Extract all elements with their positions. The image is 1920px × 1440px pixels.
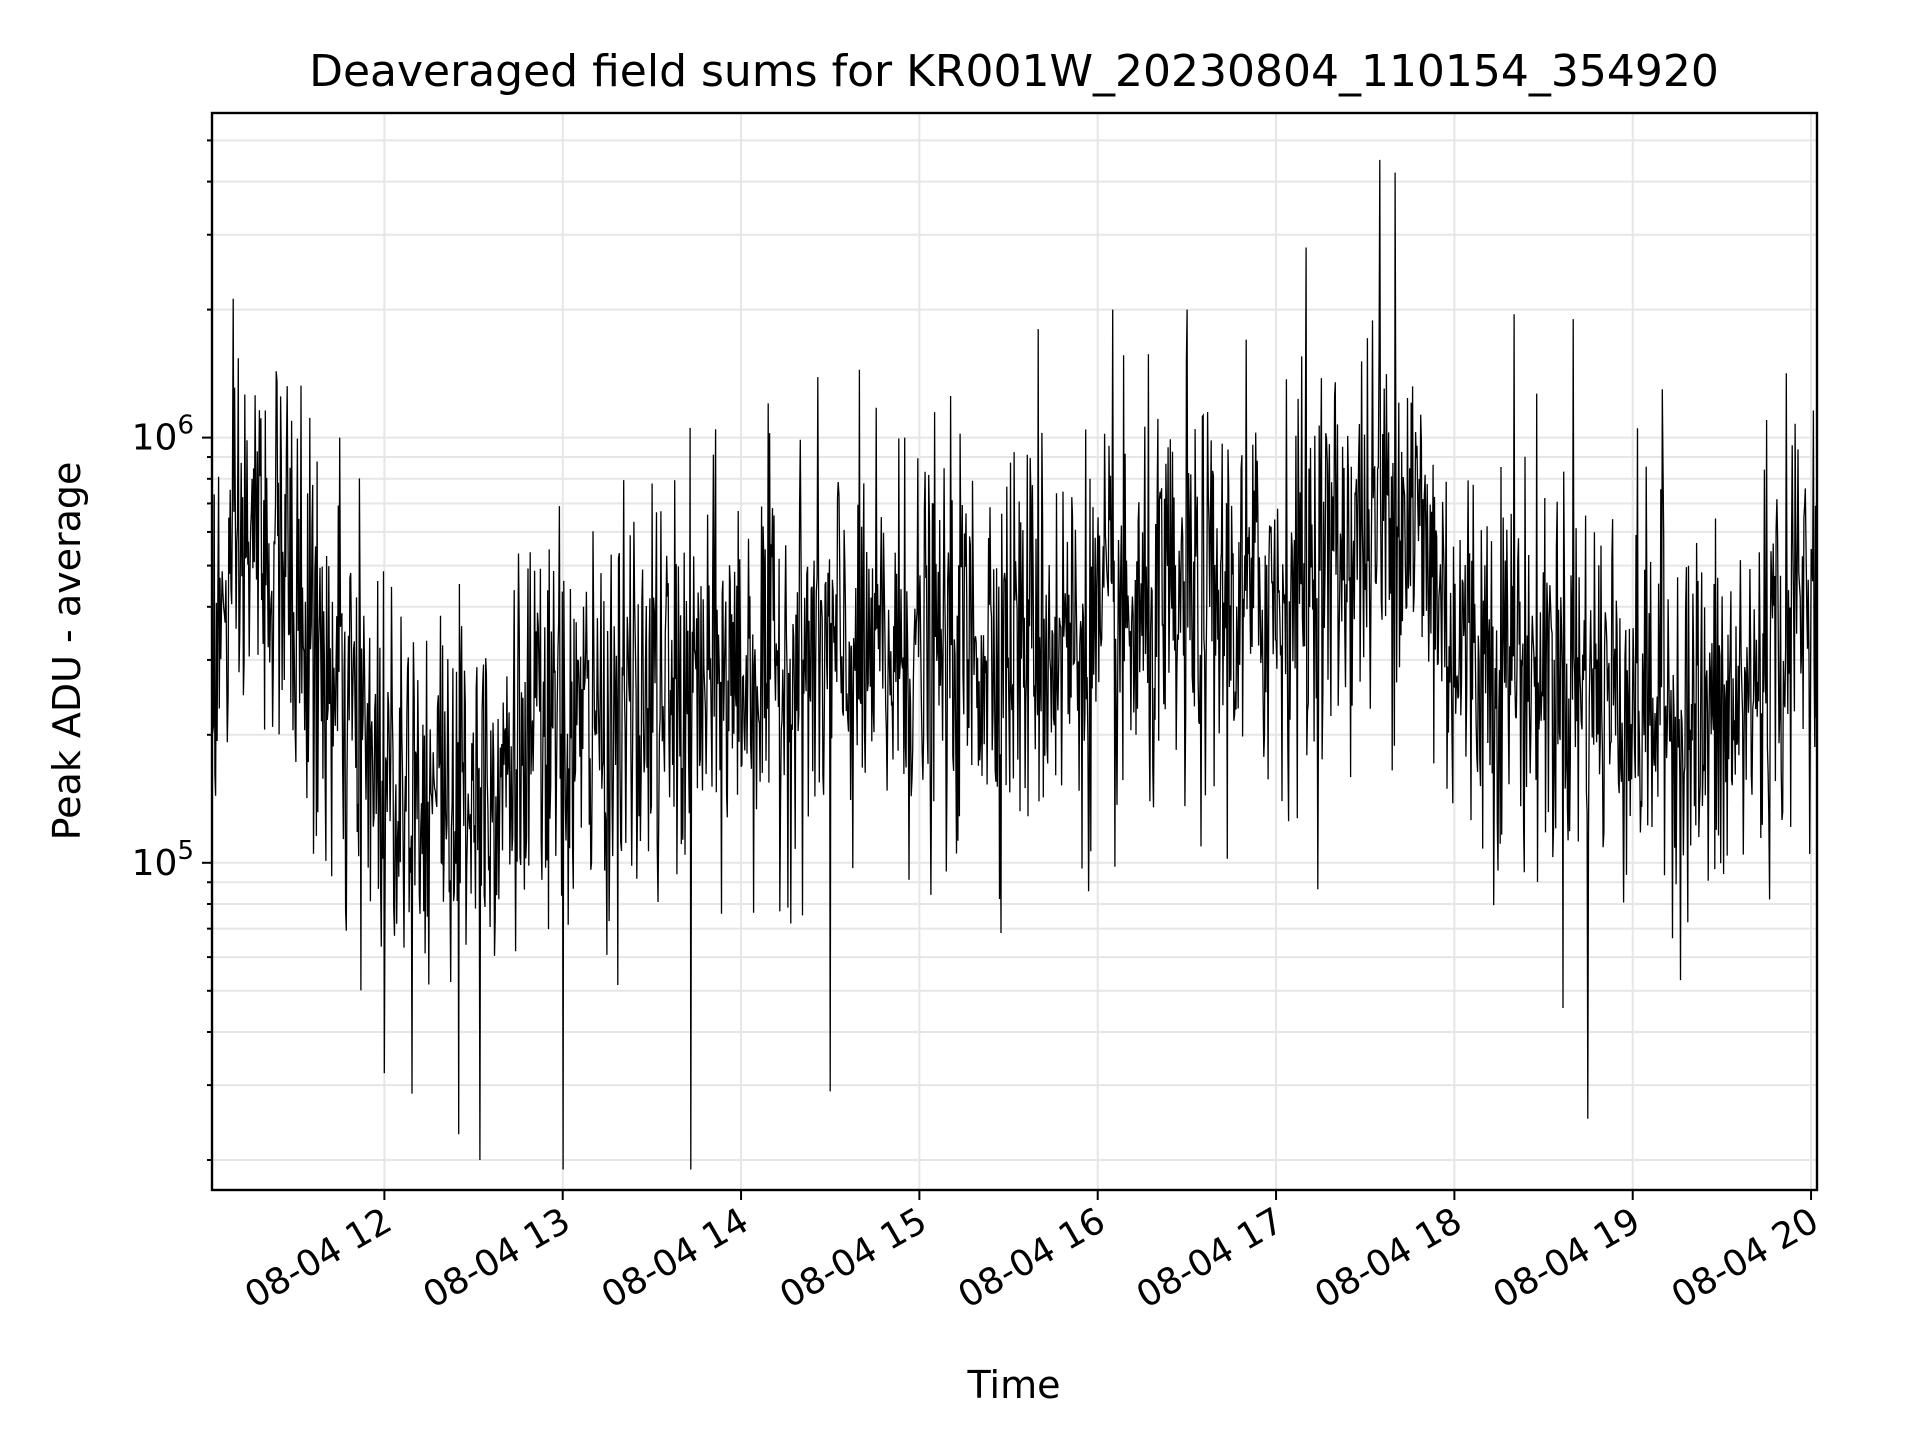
y-axis-label: Peak ADU - average <box>45 462 89 841</box>
data-series <box>211 159 1818 1170</box>
x-tick-label: 08-04 16 <box>952 1200 1113 1316</box>
y-tick-label: 105 <box>132 836 194 884</box>
y-axis: 105 106 <box>132 139 212 1161</box>
x-tick-label: 08-04 12 <box>238 1200 399 1316</box>
series-line <box>211 159 1818 1170</box>
x-tick-label: 08-04 13 <box>417 1200 578 1316</box>
x-tick-label: 08-04 19 <box>1487 1200 1648 1316</box>
x-tick-label: 08-04 20 <box>1665 1200 1826 1316</box>
x-tick-label: 08-04 14 <box>595 1200 756 1316</box>
x-tick-label: 08-04 18 <box>1308 1200 1469 1316</box>
x-axis: 08-04 12 08-04 13 08-04 14 08-04 15 08-04 16… <box>238 1190 1826 1317</box>
y-tick-label: 106 <box>132 411 194 459</box>
chart-title: Deaveraged field sums for KR001W_2023080… <box>309 46 1719 97</box>
x-tick-label: 08-04 15 <box>773 1200 934 1316</box>
plot-frame <box>210 111 1819 1192</box>
x-axis-label: Time <box>967 1363 1061 1407</box>
x-tick-label: 08-04 17 <box>1130 1200 1291 1316</box>
